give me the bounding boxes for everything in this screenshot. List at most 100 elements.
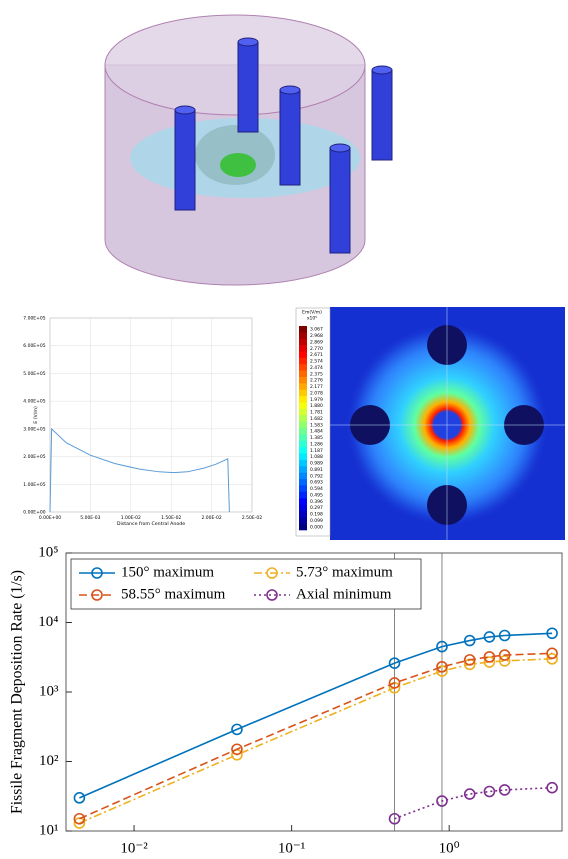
colorbar-cell [299, 485, 307, 492]
colorbar-cell [299, 371, 307, 378]
colorbar-cell [299, 339, 307, 346]
y-tick-label: 10³ [39, 683, 59, 699]
legend-label: Axial minimum [296, 586, 392, 602]
colorbar-cell [299, 447, 307, 454]
legend-label: 150° maximum [121, 564, 214, 580]
colorbar-cell [299, 326, 307, 333]
rod [330, 148, 350, 253]
colorbar-cell [299, 505, 307, 512]
colorbar-cell [299, 422, 307, 429]
x-tick-label: 2.50E-02 [242, 515, 262, 521]
colorbar-cell [299, 428, 307, 435]
y-tick-label: 1.00E+05 [23, 482, 45, 488]
colorbar-label: 2.671 [310, 352, 323, 358]
x-tick-label: 10⁻¹ [278, 840, 305, 856]
colorbar-cell [299, 498, 307, 505]
colorbar-label: 0.099 [310, 518, 323, 524]
colorbar-label: 1.187 [310, 448, 323, 454]
colorbar-cell [299, 345, 307, 352]
cylinder-render [105, 15, 392, 285]
colorbar-label: 2.177 [310, 384, 323, 390]
colorbar-label: 1.781 [310, 410, 323, 416]
data-point [465, 789, 475, 799]
colorbar-cell [299, 460, 307, 467]
colorbar-label: 2.869 [310, 339, 323, 345]
data-point [74, 793, 84, 803]
y-axis-label: E (V/m) [33, 406, 39, 424]
colorbar-cell [299, 441, 307, 448]
colorbar-cell [299, 492, 307, 499]
colorbar-label: 1.286 [310, 441, 323, 447]
colorbar-label: 1.880 [310, 403, 323, 409]
colorbar-label: 2.968 [310, 333, 323, 339]
rod [175, 110, 195, 210]
page: {"chart_data": [ {"type": "line", "xlabe… [0, 0, 568, 859]
series-line [79, 653, 552, 818]
x-tick-label: 10⁰ [439, 840, 460, 856]
colorbar-cell [299, 466, 307, 473]
colorbar-label: 0.693 [310, 480, 323, 486]
rod-cap [238, 38, 258, 46]
legend-label: 5.73° maximum [296, 564, 393, 580]
series-line [50, 429, 229, 512]
colorbar-label: 0.495 [310, 492, 323, 498]
x-tick-label: 10⁻² [120, 840, 148, 856]
x-tick-label: 2.00E-02 [201, 515, 221, 521]
colorbar-label: 2.770 [310, 346, 323, 352]
rod [372, 70, 392, 160]
colorbar-cell [299, 517, 307, 524]
colorbar-label: 2.375 [310, 371, 323, 377]
colorbar-cell [299, 473, 307, 480]
y-tick-label: 3.00E+05 [23, 426, 45, 432]
rod [238, 42, 258, 132]
y-tick-label: 0.00E+00 [23, 510, 45, 516]
anode [220, 153, 256, 177]
colorbar-label: 0.297 [310, 505, 323, 511]
x-tick-label: 1.50E-02 [161, 515, 181, 521]
colorbar-cell [299, 524, 307, 531]
colorbar-label: 1.484 [310, 429, 323, 435]
colorbar-label: 0.792 [310, 473, 323, 479]
colorbar-label: 0.000 [310, 524, 323, 530]
rod-cap [330, 144, 350, 152]
y-tick-label: 10⁵ [38, 544, 58, 560]
colorbar-label: 1.583 [310, 422, 323, 428]
y-axis-label: Fissile Fragment Deposition Rate (1/s) [9, 570, 26, 814]
rod-cap [372, 66, 392, 74]
colorbar-label: 2.078 [310, 390, 323, 396]
legend-label: 58.55° maximum [121, 586, 226, 602]
colorbar-label: 3.067 [310, 327, 323, 333]
series-line [79, 659, 552, 823]
colorbar-label: 1.979 [310, 397, 323, 403]
rod-cap [175, 106, 195, 114]
y-tick-label: 6.00E+05 [23, 343, 45, 349]
colorbar-cell [299, 403, 307, 410]
colorbar-cell [299, 479, 307, 486]
colorbar-label: 0.594 [310, 486, 323, 492]
colorbar-label: 0.989 [310, 461, 323, 467]
colorbar-cell [299, 511, 307, 518]
y-tick-label: 10² [39, 753, 59, 769]
x-axis-label: Distance from Central Anode [117, 521, 185, 527]
rod-cap [280, 86, 300, 94]
colorbar-cell [299, 434, 307, 441]
colorbar-label: 2.474 [310, 365, 323, 371]
colorbar-cell [299, 332, 307, 339]
series-line [395, 788, 553, 819]
colorbar-label: 2.276 [310, 378, 323, 384]
figure: 0.00E+00 1.00E+05 2.00E+05 3.00E+05 4.00E+05… [0, 0, 568, 859]
colorbar-cell [299, 377, 307, 384]
y-tick-label: 4.00E+05 [23, 399, 45, 405]
x-tick-label: 5.00E-03 [80, 515, 100, 521]
colorbar-scale: x10⁵ [307, 316, 317, 322]
colorbar-cell [299, 352, 307, 359]
x-tick-label: 0.00E+00 [39, 515, 61, 521]
colorbar-cell [299, 383, 307, 390]
colorbar-cell [299, 396, 307, 403]
y-tick-label: 2.00E+05 [23, 454, 45, 460]
plot-frame [50, 318, 252, 512]
y-tick-label: 7.00E+05 [23, 316, 45, 322]
colorbar-cell [299, 390, 307, 397]
colorbar-cell [299, 415, 307, 422]
colorbar-cell [299, 358, 307, 365]
